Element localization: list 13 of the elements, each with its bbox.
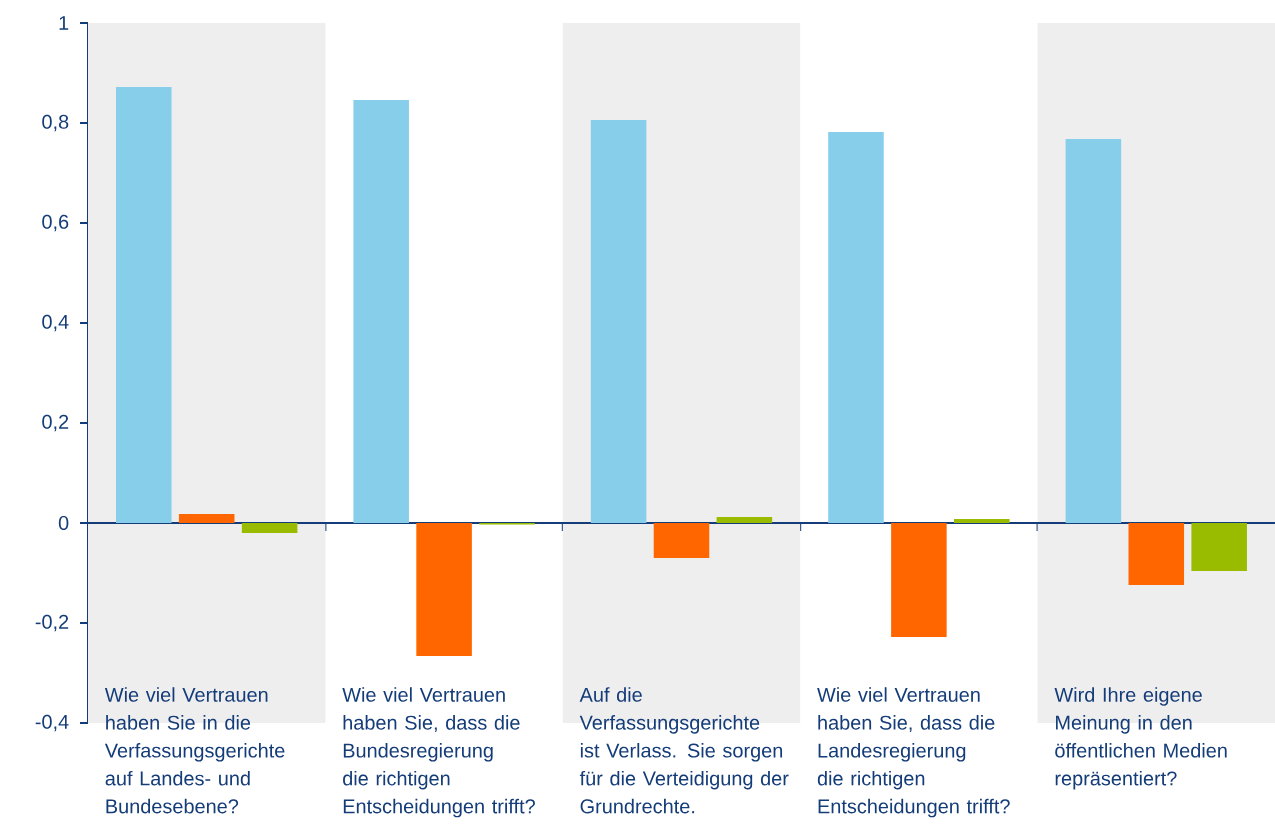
- x-tick-label: Wie viel Vertrauen haben Sie, dass die Landesregierung die richtigen Entscheidungen trifft?: [817, 687, 1010, 818]
- x-tick-label: Auf die Verfassungsgerichte ist Verlass. Sie sorgen für die Verteidigung der Grundrechte.: [579, 687, 789, 814]
- x-tick-label: Wie viel Vertrauen haben Sie in die Verfassungsgerichte auf Landes- und Bundesebene?: [104, 687, 285, 814]
- y-tick-label: 0,2: [42, 414, 69, 432]
- y-tick-label: 0,4: [42, 314, 69, 332]
- y-tick-label: -0,4: [35, 714, 69, 732]
- y-tick-label: 0: [58, 515, 69, 531]
- y-tick-label: 1: [59, 16, 69, 30]
- y-tick-label: 0,6: [42, 214, 69, 232]
- x-tick-label: Wird Ihre eigene Meinung in den öffentlichen Medien repräsentiert?: [1054, 687, 1227, 790]
- x-tick-label: Wie viel Vertrauen haben Sie, dass die Bundesregierung die richtigen Entscheidungen trifft?: [342, 687, 535, 818]
- y-tick-label: 0,8: [42, 114, 69, 132]
- y-tick-label: -0,2: [35, 614, 69, 632]
